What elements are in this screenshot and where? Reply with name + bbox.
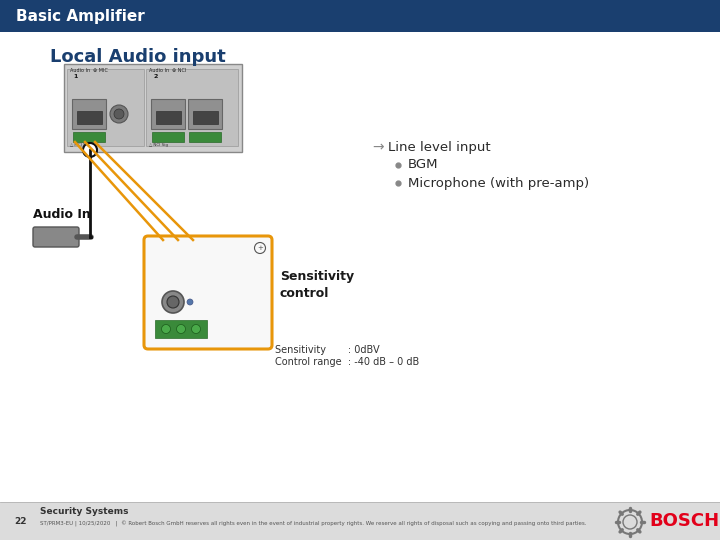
Text: Security Systems: Security Systems (40, 508, 128, 516)
Text: ⚡: ⚡ (196, 258, 204, 271)
FancyBboxPatch shape (73, 132, 105, 143)
Text: →: → (372, 140, 384, 154)
Text: +: + (257, 245, 263, 251)
FancyBboxPatch shape (188, 99, 222, 129)
Circle shape (162, 291, 184, 313)
Text: BGM: BGM (408, 159, 438, 172)
Text: Basic Amplifier: Basic Amplifier (16, 9, 145, 24)
Text: Audio In  ⊕ MIC: Audio In ⊕ MIC (70, 68, 108, 73)
FancyBboxPatch shape (0, 0, 720, 32)
Text: Local Audio input: Local Audio input (50, 48, 226, 66)
FancyBboxPatch shape (156, 111, 181, 124)
Text: △ NCI Sig: △ NCI Sig (149, 143, 168, 147)
Text: Sensitivity       : 0dBV: Sensitivity : 0dBV (275, 345, 379, 355)
FancyBboxPatch shape (155, 320, 207, 338)
Circle shape (161, 325, 171, 334)
FancyBboxPatch shape (192, 111, 217, 124)
Text: ST/PRM3-EU | 10/25/2020   |  © Robert Bosch GmbH reserves all rights even in the: ST/PRM3-EU | 10/25/2020 | © Robert Bosch… (40, 521, 587, 527)
Text: Audio In  ⊕ NCI: Audio In ⊕ NCI (149, 68, 186, 73)
Circle shape (176, 325, 186, 334)
Circle shape (187, 299, 193, 305)
Text: Control range  : -40 dB – 0 dB: Control range : -40 dB – 0 dB (275, 357, 419, 367)
Text: 2: 2 (153, 74, 158, 79)
Text: Microphone (with pre-amp): Microphone (with pre-amp) (408, 177, 589, 190)
FancyBboxPatch shape (33, 227, 79, 247)
FancyBboxPatch shape (146, 69, 238, 146)
FancyBboxPatch shape (63, 64, 241, 152)
Text: Audio In: Audio In (33, 208, 91, 221)
FancyBboxPatch shape (72, 99, 106, 129)
FancyBboxPatch shape (152, 132, 184, 143)
Text: Sensitivity
control: Sensitivity control (280, 270, 354, 300)
Text: Audio In: Audio In (156, 245, 192, 254)
Circle shape (114, 109, 124, 119)
FancyBboxPatch shape (144, 236, 272, 349)
Circle shape (192, 325, 200, 334)
Text: + 0 −: + 0 − (156, 330, 179, 339)
FancyBboxPatch shape (151, 99, 185, 129)
Text: BOSCH: BOSCH (649, 512, 719, 530)
FancyBboxPatch shape (0, 502, 720, 540)
FancyBboxPatch shape (67, 69, 144, 146)
Text: 22: 22 (14, 517, 27, 526)
Circle shape (83, 143, 97, 157)
FancyBboxPatch shape (76, 111, 102, 124)
Circle shape (110, 105, 128, 123)
Text: 1: 1 (73, 74, 77, 79)
Circle shape (167, 296, 179, 308)
Text: △: △ (161, 275, 174, 293)
Text: △ MCI Sig: △ MCI Sig (70, 143, 89, 147)
Text: 1: 1 (170, 255, 182, 273)
Text: Line level input: Line level input (388, 140, 490, 153)
FancyBboxPatch shape (189, 132, 221, 143)
